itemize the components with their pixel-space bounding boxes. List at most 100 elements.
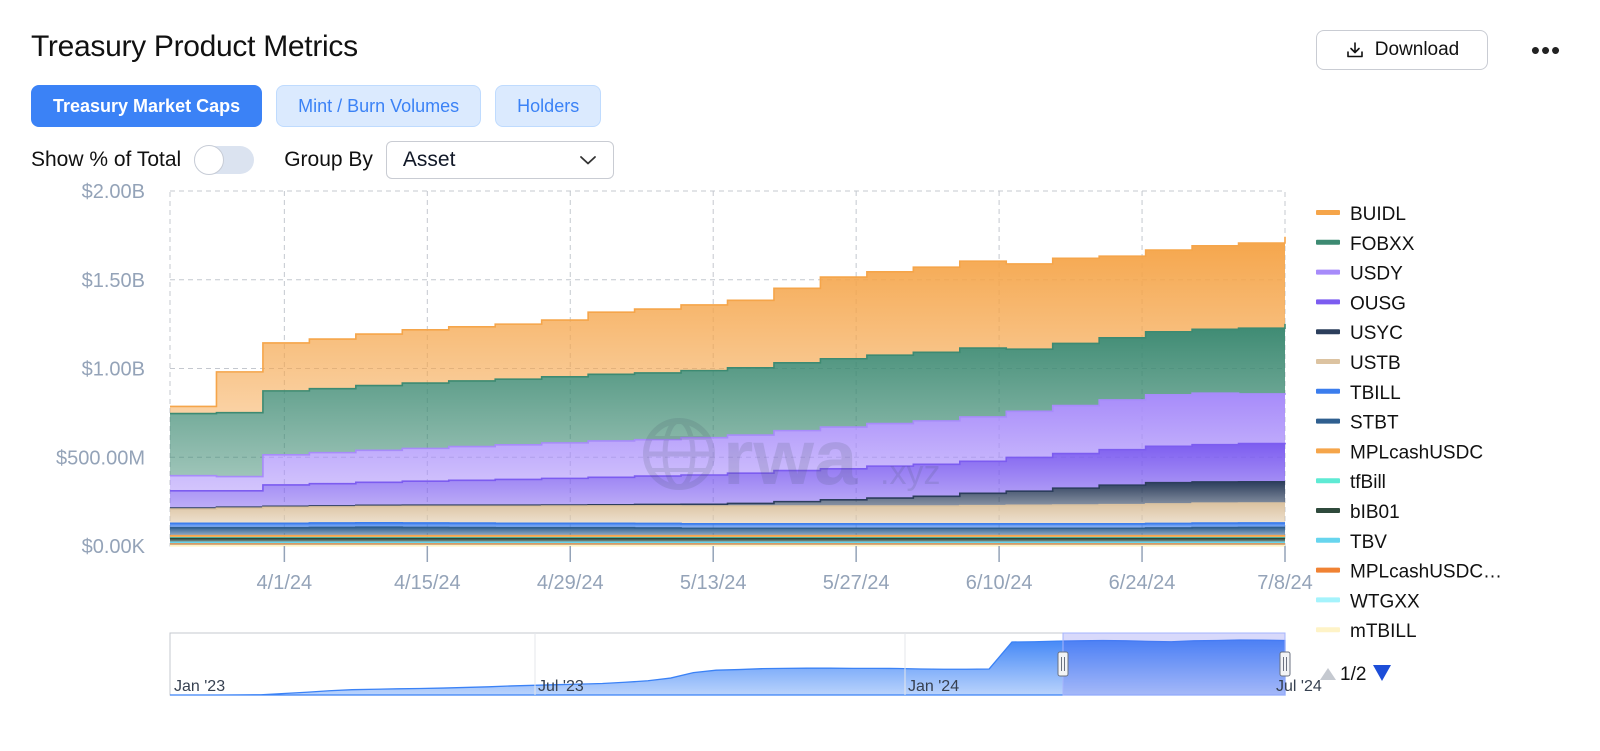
legend-label: FOBXX — [1350, 234, 1415, 255]
area-usyc — [170, 481, 1285, 510]
y-tick-label: $2.00B — [82, 181, 145, 203]
legend-swatch — [1316, 478, 1340, 484]
legend-swatch — [1316, 508, 1340, 513]
watermark-suffix: .xyz — [880, 454, 940, 492]
y-tick-label: $500.00M — [56, 447, 145, 469]
legend-item: OUSG — [1316, 293, 1406, 314]
navigator-handle[interactable] — [1057, 651, 1069, 677]
navigator-area — [170, 639, 1286, 696]
navigator-handle[interactable] — [1279, 651, 1291, 677]
legend-label: WTGXX — [1350, 591, 1420, 612]
legend-label: OUSG — [1350, 293, 1406, 314]
legend-label: USDY — [1350, 264, 1403, 285]
pager-down-icon — [1373, 665, 1391, 681]
x-tick-label: 4/29/24 — [537, 572, 604, 594]
legend-item: USTB — [1316, 353, 1401, 374]
legend-label: STBT — [1350, 413, 1399, 434]
x-tick-label: 6/10/24 — [966, 572, 1033, 594]
legend-item: bIB01 — [1316, 502, 1400, 523]
range-navigator[interactable]: Jan '23 Jul '23 Jan '24 Jul '24 — [169, 632, 1322, 696]
navigator-tick-label: Jul '23 — [538, 678, 584, 695]
legend-label: MPLcashUSDC… — [1350, 562, 1502, 583]
legend-item: MPLcashUSDC — [1316, 442, 1483, 463]
area-stbt — [170, 527, 1285, 536]
x-tick-label: 7/8/24 — [1257, 572, 1313, 594]
tab-treasury-market-caps[interactable]: Treasury Market Caps — [31, 85, 263, 127]
line-ousg — [170, 442, 1286, 492]
area-fobxx — [170, 323, 1285, 477]
legend-item: mTBILL — [1316, 621, 1417, 642]
navigator-tick-label: Jul '24 — [1276, 678, 1322, 695]
rwa-watermark: rwa .xyz — [643, 413, 940, 501]
legend-swatch — [1316, 269, 1340, 275]
legend-label: BUIDL — [1350, 204, 1406, 225]
legend-swatch — [1316, 359, 1340, 364]
navigator-tick-label: Jan '24 — [908, 678, 959, 695]
y-tick-label: $1.50B — [82, 270, 145, 292]
legend-label: MPLcashUSDC — [1350, 442, 1483, 463]
x-tick-label: 4/15/24 — [394, 572, 461, 594]
group-by-label: Group By — [284, 148, 373, 171]
group-by-value: Asset — [402, 148, 456, 171]
legend-label: TBILL — [1350, 383, 1401, 404]
legend-swatch — [1316, 388, 1340, 394]
legend-item: FOBXX — [1316, 234, 1415, 255]
y-tick-label: $0.00K — [82, 536, 146, 558]
legend-swatch — [1316, 239, 1340, 245]
more-options-button[interactable]: ••• — [1530, 34, 1562, 65]
show-pct-toggle[interactable] — [194, 145, 255, 175]
legend-swatch — [1316, 537, 1340, 543]
download-button[interactable]: Download — [1316, 30, 1488, 70]
chart-legend: BUIDL FOBXX USDY OUSG USYC USTB TBILL STBT MPLca… — [1316, 204, 1502, 685]
group-by-select[interactable]: Asset — [385, 141, 614, 179]
area-buidl — [170, 236, 1285, 414]
navigator-tick-label: Jan '23 — [174, 678, 225, 695]
legend-swatch — [1316, 627, 1340, 633]
legend-label: USTB — [1350, 353, 1401, 374]
legend-swatch — [1316, 329, 1340, 335]
legend-swatch — [1316, 418, 1340, 424]
chevron-down-icon — [580, 156, 596, 165]
line-buidl — [170, 236, 1286, 408]
legend-swatch — [1316, 567, 1340, 573]
tab-holders[interactable]: Holders — [495, 85, 602, 127]
legend-item: STBT — [1316, 413, 1399, 434]
area-ustb — [170, 503, 1285, 524]
legend-item: TBV — [1316, 532, 1387, 553]
legend-pager: 1/2 — [1320, 664, 1391, 685]
show-pct-label: Show % of Total — [31, 148, 182, 171]
toggle-knob — [194, 145, 225, 175]
legend-item: MPLcashUSDC… — [1316, 562, 1502, 583]
line-fobxx — [170, 323, 1286, 415]
download-icon — [1346, 42, 1363, 58]
x-tick-label: 5/27/24 — [823, 572, 890, 594]
y-tick-label: $1.00B — [82, 359, 145, 381]
legend-item: tfBill — [1316, 472, 1386, 493]
legend-swatch — [1316, 597, 1340, 603]
legend-item: USDY — [1316, 264, 1403, 285]
pager-up-icon — [1320, 668, 1336, 680]
legend-item: TBILL — [1316, 383, 1401, 404]
watermark-text: rwa — [723, 413, 858, 501]
chart-axes: $0.00K $500.00M $1.00B $1.50B $2.00B 4/1/24 4/… — [56, 181, 1313, 594]
legend-pager-text: 1/2 — [1340, 664, 1366, 685]
legend-label: bIB01 — [1350, 502, 1400, 523]
legend-item: BUIDL — [1316, 204, 1406, 225]
legend-item: WTGXX — [1316, 591, 1420, 612]
chart-controls: Show % of Total Group By Asset — [31, 140, 614, 180]
legend-swatch — [1316, 299, 1340, 305]
legend-label: mTBILL — [1350, 621, 1417, 642]
x-tick-label: 6/24/24 — [1109, 572, 1176, 594]
line-tbill — [170, 521, 1285, 525]
x-tick-label: 5/13/24 — [680, 572, 747, 594]
line-ustb — [170, 502, 1285, 510]
area-bib01 — [170, 538, 1285, 543]
legend-label: tfBill — [1350, 472, 1386, 493]
legend-label: USYC — [1350, 323, 1403, 344]
legend-swatch — [1316, 210, 1340, 215]
line-usdy — [170, 392, 1286, 478]
download-label: Download — [1374, 39, 1460, 60]
legend-label: TBV — [1350, 532, 1387, 553]
tab-mint-burn-volumes[interactable]: Mint / Burn Volumes — [276, 85, 482, 127]
